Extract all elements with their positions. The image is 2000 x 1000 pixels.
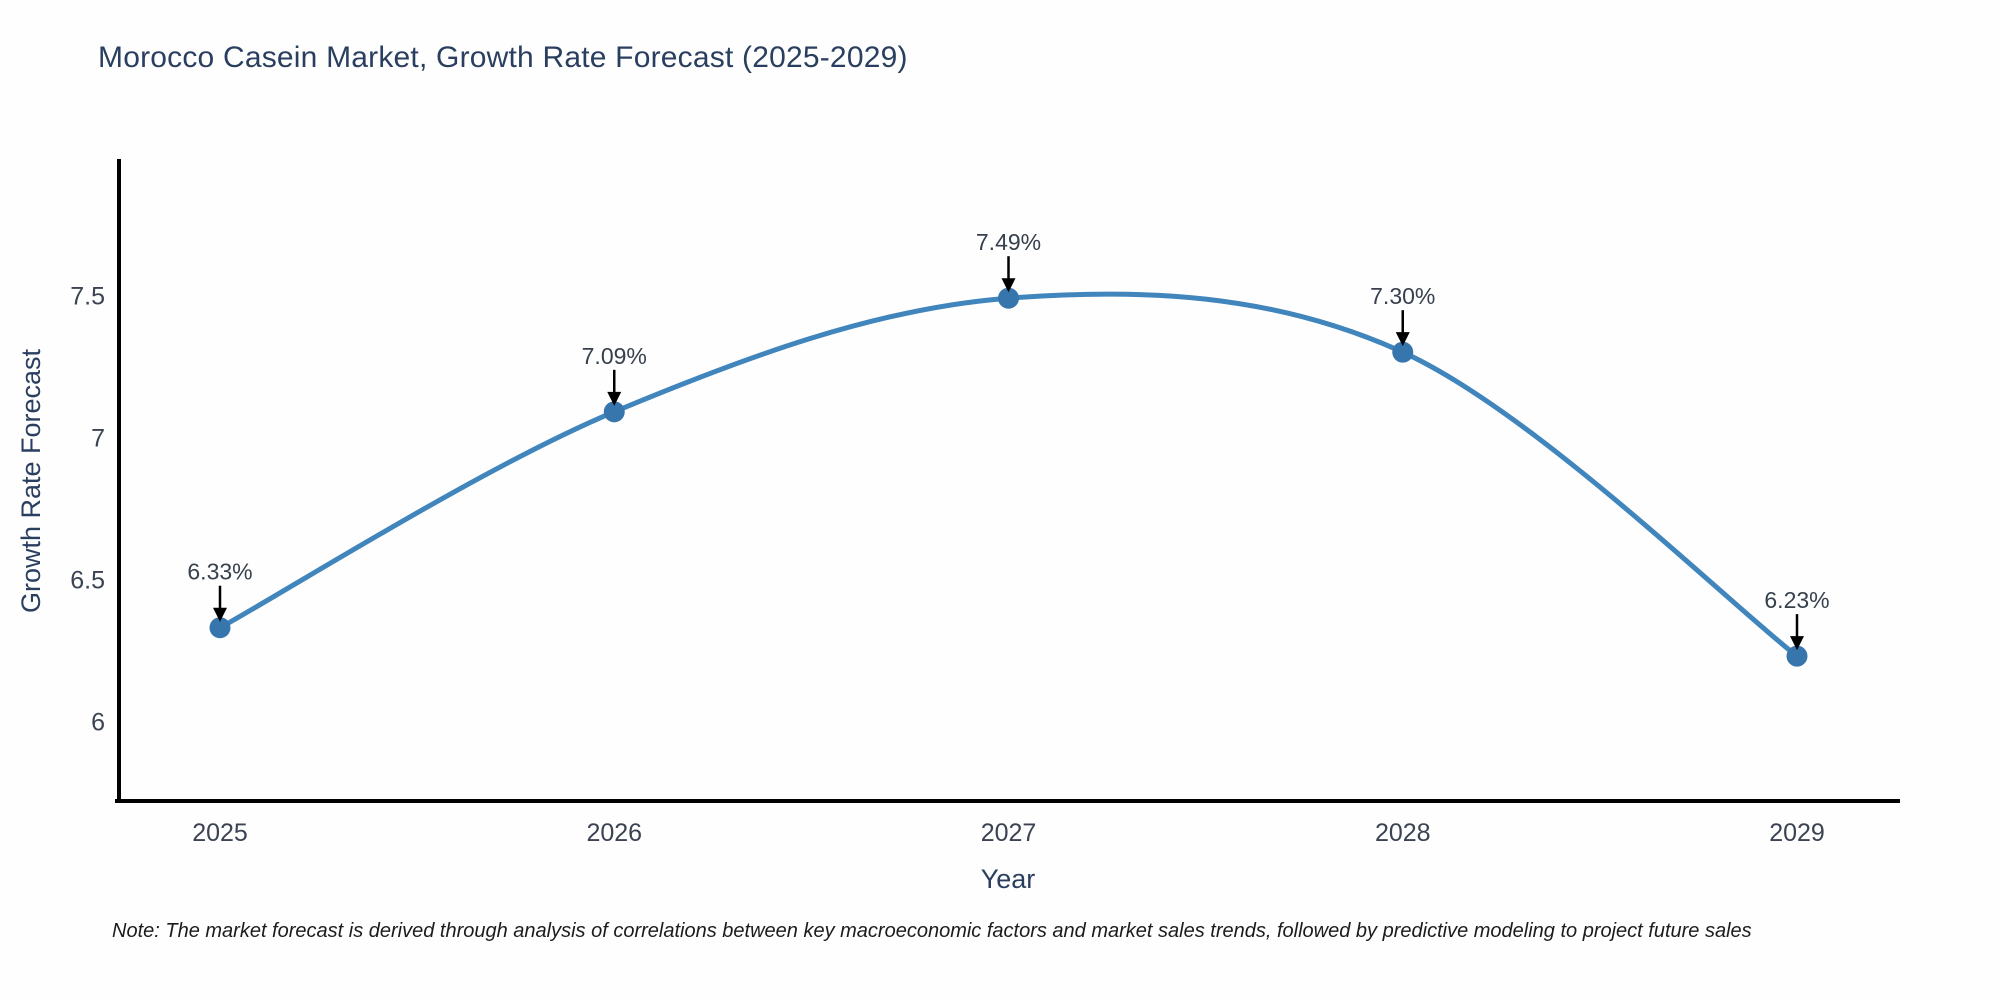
data-point-2027[interactable] bbox=[998, 287, 1019, 309]
y-tick-label: 7.5 bbox=[70, 282, 105, 310]
chart-title: Morocco Casein Market, Growth Rate Forec… bbox=[98, 41, 908, 74]
annotation-arrowhead bbox=[607, 391, 622, 406]
x-tick-label: 2027 bbox=[981, 819, 1037, 847]
annotation-label: 6.33% bbox=[187, 559, 252, 585]
annotation-arrowhead bbox=[1395, 332, 1410, 347]
annotation-label: 7.09% bbox=[582, 343, 647, 369]
annotation-arrowhead bbox=[1001, 278, 1016, 293]
annotation-arrowhead bbox=[1790, 636, 1804, 651]
data-point-2026[interactable] bbox=[603, 401, 625, 423]
y-tick-label: 7 bbox=[91, 424, 105, 452]
x-tick-label: 2025 bbox=[192, 819, 248, 847]
data-point-2025[interactable] bbox=[209, 617, 231, 639]
x-tick-label: 2026 bbox=[586, 819, 642, 847]
x-tick-label: 2029 bbox=[1769, 819, 1825, 847]
annotation-label: 7.30% bbox=[1370, 283, 1435, 309]
annotation-label: 6.23% bbox=[1764, 587, 1829, 613]
footnote: Note: The market forecast is derived thr… bbox=[112, 920, 1752, 942]
data-point-2029[interactable] bbox=[1786, 645, 1808, 667]
x-axis-title: Year bbox=[981, 864, 1036, 894]
x-tick-label: 2028 bbox=[1375, 819, 1431, 847]
annotation-arrowhead bbox=[213, 607, 227, 622]
y-tick-label: 6 bbox=[91, 708, 105, 736]
y-axis-title: Growth Rate Forecast bbox=[16, 348, 46, 613]
annotation-label: 7.49% bbox=[976, 229, 1041, 255]
forecast-line bbox=[217, 291, 1800, 659]
data-point-2028[interactable] bbox=[1392, 341, 1414, 363]
y-tick-label: 6.5 bbox=[70, 566, 105, 594]
